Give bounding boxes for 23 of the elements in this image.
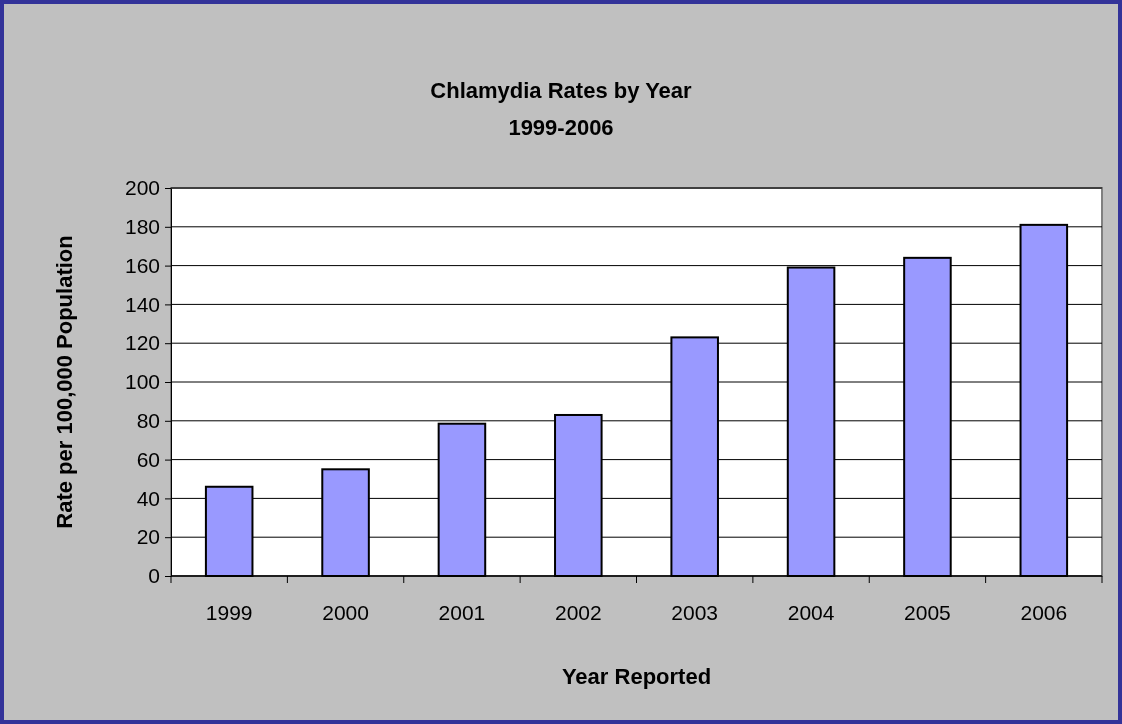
x-tick-label: 2002 [554,601,602,624]
x-tick-label: 2001 [438,601,486,624]
x-tick-label: 2003 [671,601,719,624]
y-tick-label: 20 [136,525,160,549]
y-tick-label: 60 [136,447,160,471]
chart-subtitle: 1999-2006 [508,115,614,140]
y-tick-label: 120 [124,331,160,355]
y-tick-label: 80 [136,409,160,433]
x-axis-title: Year Reported [561,664,712,689]
x-tick-label: 2000 [322,601,369,624]
y-axis-title: Rate per 100,000 Population [52,235,77,529]
y-tick-label: 0 [148,564,160,588]
y-tick-label: 140 [124,292,160,316]
x-tick-label: 2006 [1020,601,1068,624]
x-tick-label: 1999 [205,601,253,624]
x-tick-label: 2004 [787,601,835,624]
x-tick-label: 2005 [904,601,951,624]
y-tick-label: 200 [124,176,160,200]
y-tick-label: 180 [124,215,160,239]
chart-title: Chlamydia Rates by Year [430,78,693,103]
y-tick-label: 160 [124,253,160,277]
y-tick-label: 100 [124,370,160,394]
y-tick-label: 40 [136,486,160,510]
